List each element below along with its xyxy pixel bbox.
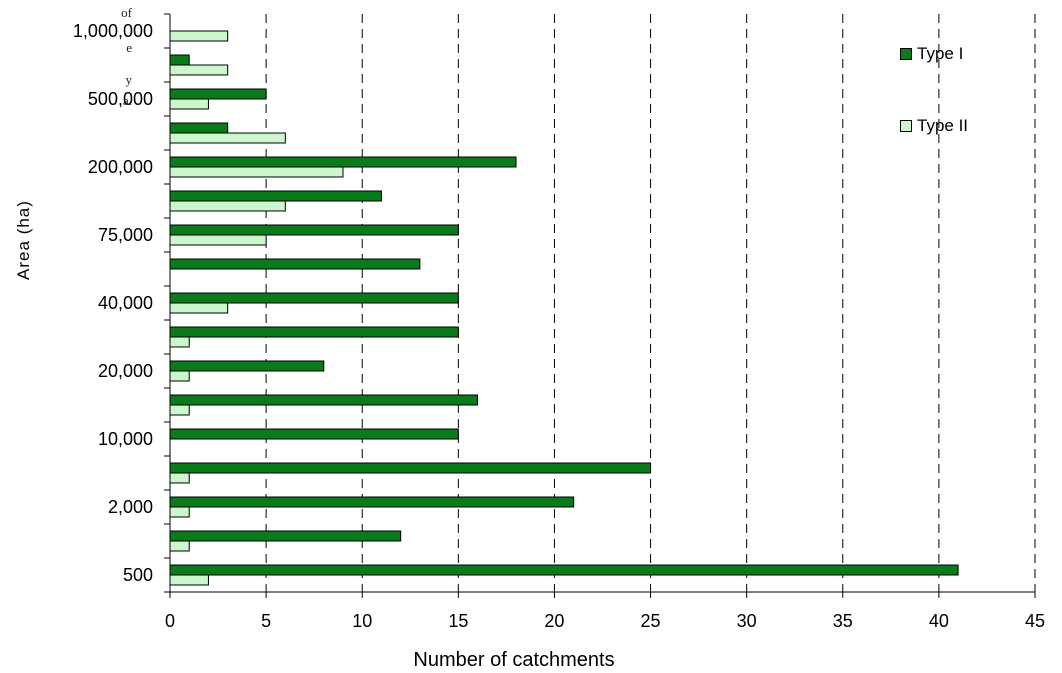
caption-fragment: of — [121, 5, 132, 20]
legend-label-type-ii: Type II — [917, 116, 969, 135]
x-tick-label: 35 — [833, 611, 853, 631]
bar-type-i — [169, 88, 267, 100]
bar-type-ii — [169, 302, 229, 314]
axes — [164, 13, 1036, 598]
legend-label-type-i: Type I — [917, 44, 964, 63]
bar-type-ii — [169, 574, 209, 586]
x-tick-labels: 0 5 10 15 20 25 30 35 40 45 — [165, 611, 1045, 631]
gridlines — [265, 14, 1036, 592]
y-tick-label: 20,000 — [98, 361, 153, 381]
bar-type-ii — [169, 472, 190, 484]
bar-type-ii — [169, 540, 190, 552]
bar-type-ii — [169, 506, 190, 518]
bar-type-ii — [169, 98, 209, 110]
bar-type-i — [169, 54, 190, 66]
y-tick-label: 1,000,000 — [73, 21, 153, 41]
bar-type-i — [169, 258, 421, 270]
bar-type-ii — [169, 132, 286, 144]
y-axis-label: Area (ha) — [14, 180, 34, 300]
bar-type-i — [169, 156, 517, 168]
y-tick-label: 40,000 — [98, 293, 153, 313]
x-tick-label: 30 — [737, 611, 757, 631]
x-tick-label: 20 — [544, 611, 564, 631]
y-axis-label-text: Area (ha) — [14, 200, 33, 280]
bar-type-ii — [169, 200, 286, 212]
x-tick-label: 45 — [1025, 611, 1045, 631]
bar-type-i — [169, 122, 229, 134]
y-tick-label: 10,000 — [98, 429, 153, 449]
bar-type-i — [169, 428, 459, 440]
bar-type-i — [169, 360, 325, 372]
bar-type-ii — [169, 336, 190, 348]
legend-swatch-type-i — [900, 48, 912, 60]
legend-swatch-type-ii — [900, 120, 912, 132]
bar-type-ii — [169, 64, 229, 76]
x-tick-label: 25 — [641, 611, 661, 631]
bar-type-i — [169, 564, 959, 576]
y-tick-label: 2,000 — [108, 497, 153, 517]
bar-type-i — [169, 292, 459, 304]
x-tick-label: 5 — [261, 611, 271, 631]
bar-type-i — [169, 224, 459, 236]
bar-type-ii — [169, 30, 229, 42]
caption-fragment: e — [126, 40, 132, 55]
y-tick-label: 500 — [123, 565, 153, 585]
bar-type-ii — [169, 166, 344, 178]
bar-type-ii — [169, 404, 190, 416]
bar-type-ii — [169, 370, 190, 382]
y-tick-label: 500,000 — [88, 89, 153, 109]
x-tick-label: 10 — [352, 611, 372, 631]
legend-item-type-i: Type I — [900, 44, 963, 64]
x-tick-label: 15 — [448, 611, 468, 631]
bar-type-i — [169, 326, 459, 338]
legend-item-type-ii: Type II — [900, 116, 968, 136]
y-tick-label: 200,000 — [88, 157, 153, 177]
bar-type-i — [169, 496, 575, 508]
bar-type-i — [169, 462, 652, 474]
y-tick-labels: 1,000,000 500,000 200,000 75,000 40,000 20,00… — [73, 21, 153, 585]
bar-type-i — [169, 394, 479, 406]
y-tick-label: 75,000 — [98, 225, 153, 245]
bars — [169, 30, 959, 586]
bar-type-ii — [169, 234, 267, 246]
x-tick-label: 40 — [929, 611, 949, 631]
caption-fragment: a. — [122, 93, 132, 108]
caption-fragment: y — [125, 72, 133, 87]
x-tick-label: 0 — [165, 611, 175, 631]
bar-type-i — [169, 530, 402, 542]
bar-type-i — [169, 190, 382, 202]
x-axis-label: Number of catchments — [413, 649, 614, 671]
